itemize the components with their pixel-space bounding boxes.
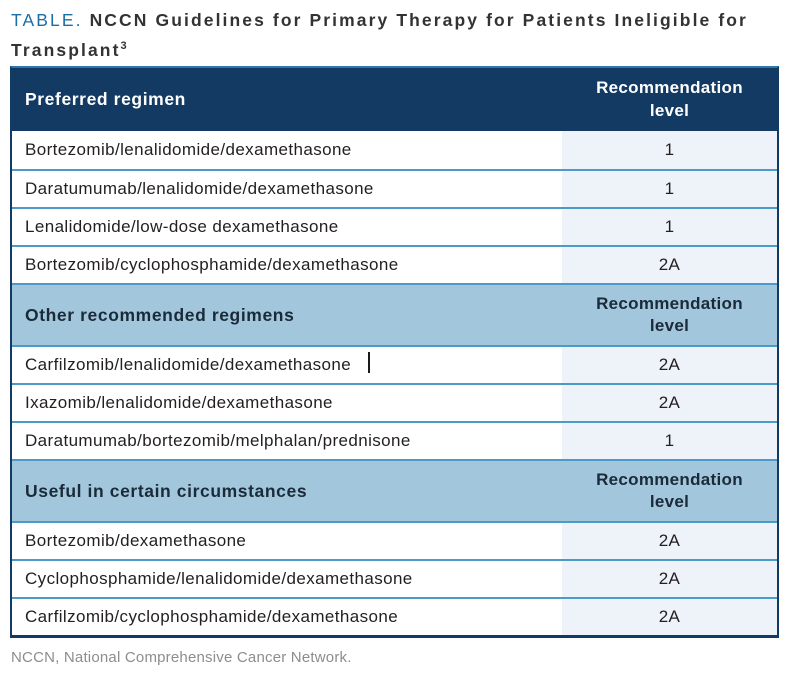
- regimen-cell: Carfilzomib/cyclophosphamide/dexamethaso…: [25, 607, 399, 626]
- recommendation-level-cell: 2A: [562, 523, 777, 559]
- table-row: Daratumumab/bortezomib/melphalan/prednis…: [12, 421, 777, 459]
- recommendation-level-cell: 2A: [562, 347, 777, 383]
- table-row: Bortezomib/lenalidomide/dexamethasone 1: [12, 131, 777, 169]
- regimen-cell: Bortezomib/dexamethasone: [25, 531, 247, 550]
- section-header-row: Useful in certain circumstances Recommend…: [12, 459, 777, 521]
- table-caption-superscript: 3: [120, 40, 127, 52]
- table-row: Carfilzomib/cyclophosphamide/dexamethaso…: [12, 597, 777, 635]
- regimen-cell: Carfilzomib/lenalidomide/dexamethasone: [25, 355, 352, 374]
- recommendation-level-header-text: Recommendation level: [596, 78, 743, 120]
- table-row: Daratumumab/lenalidomide/dexamethasone 1: [12, 169, 777, 207]
- section-header-label: Preferred regimen: [25, 89, 186, 109]
- section-header-label: Other recommended regimens: [25, 304, 295, 325]
- recommendation-level-header-text: Recommendation level: [596, 293, 743, 335]
- recommendation-level-header: Recommendation level: [562, 68, 777, 131]
- regimen-cell: Daratumumab/bortezomib/melphalan/prednis…: [25, 431, 411, 450]
- table-row: Cyclophosphamide/lenalidomide/dexamethas…: [12, 559, 777, 597]
- table-row: Bortezomib/dexamethasone 2A: [12, 521, 777, 559]
- regimen-cell: Cyclophosphamide/lenalidomide/dexamethas…: [25, 569, 413, 588]
- table-row: Carfilzomib/lenalidomide/dexamethasone 2A: [12, 345, 777, 383]
- recommendation-level-cell: 2A: [562, 247, 777, 283]
- recommendation-level-cell: 2A: [562, 561, 777, 597]
- footnote: NCCN, National Comprehensive Cancer Netw…: [11, 649, 352, 666]
- recommendation-level-header: Recommendation level: [562, 285, 777, 345]
- table-caption: TABLE. NCCN Guidelines for Primary Thera…: [11, 7, 773, 63]
- recommendation-level-cell: 1: [562, 171, 777, 207]
- regimen-cell: Bortezomib/lenalidomide/dexamethasone: [25, 140, 352, 159]
- recommendation-level-cell: 2A: [562, 385, 777, 421]
- table-row: Bortezomib/cyclophosphamide/dexamethason…: [12, 245, 777, 283]
- recommendation-level-cell: 1: [562, 131, 777, 169]
- table-caption-text: NCCN Guidelines for Primary Therapy for …: [11, 10, 748, 60]
- section-header-row: Other recommended regimens Recommendation…: [12, 283, 777, 345]
- recommendation-level-cell: 1: [562, 423, 777, 459]
- guidelines-table: Preferred regimen Recommendation level Bor…: [10, 66, 779, 638]
- text-cursor: [368, 352, 370, 373]
- recommendation-level-cell: 2A: [562, 599, 777, 635]
- regimen-cell: Daratumumab/lenalidomide/dexamethasone: [25, 179, 374, 198]
- table-row: Lenalidomide/low-dose dexamethasone 1: [12, 207, 777, 245]
- recommendation-level-header-text: Recommendation level: [596, 469, 743, 511]
- recommendation-level-header: Recommendation level: [562, 461, 777, 521]
- recommendation-level-cell: 1: [562, 209, 777, 245]
- table-row: Ixazomib/lenalidomide/dexamethasone 2A: [12, 383, 777, 421]
- section-header-label: Useful in certain circumstances: [25, 480, 308, 501]
- table-caption-label: TABLE.: [11, 10, 83, 30]
- regimen-cell: Bortezomib/cyclophosphamide/dexamethason…: [25, 255, 399, 274]
- regimen-cell: Ixazomib/lenalidomide/dexamethasone: [25, 393, 333, 412]
- regimen-cell: Lenalidomide/low-dose dexamethasone: [25, 217, 339, 236]
- section-header-row-primary: Preferred regimen Recommendation level: [12, 68, 777, 131]
